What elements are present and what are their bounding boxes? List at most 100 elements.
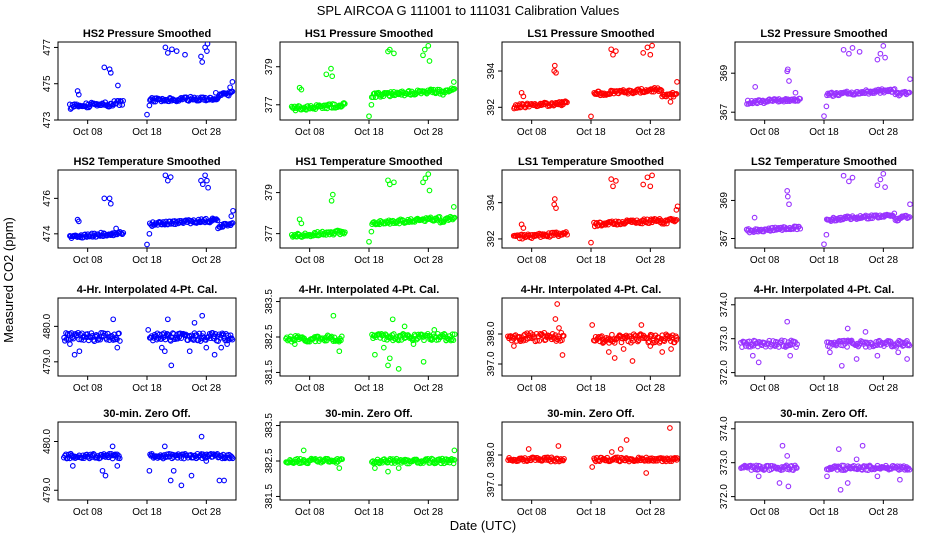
data-point	[425, 171, 432, 177]
data-point	[372, 351, 378, 358]
data-point	[823, 231, 830, 238]
data-point	[880, 170, 887, 177]
panel-title: 30-min. Zero Off.	[780, 408, 867, 420]
data-point	[613, 178, 619, 184]
data-point	[84, 104, 90, 111]
y-tick-label: 397.0	[486, 351, 497, 376]
data-point	[551, 196, 558, 202]
x-tick-label: Oct 18	[809, 127, 839, 138]
data-point	[229, 79, 236, 85]
data-point	[219, 330, 226, 337]
data-point	[329, 191, 336, 198]
y-tick-label: 397.0	[486, 472, 497, 497]
data-point	[102, 472, 109, 479]
y-tick-label: 474	[42, 225, 53, 242]
y-tick-label: 392	[486, 99, 497, 116]
y-tick-label: 383.5	[264, 289, 275, 314]
panel-title: HS1 Pressure Smoothed	[305, 28, 433, 40]
panel-title: LS2 Temperature Smoothed	[751, 156, 897, 168]
data-point	[674, 79, 680, 85]
data-point	[441, 331, 448, 337]
data-point	[389, 92, 396, 98]
data-point	[64, 455, 71, 461]
data-point	[186, 348, 193, 355]
y-tick-label: 475	[42, 75, 53, 92]
data-point	[203, 344, 210, 351]
data-point	[158, 344, 165, 351]
x-tick-label: Oct 08	[73, 127, 103, 138]
data-point	[547, 101, 554, 107]
x-tick-label: Oct 08	[295, 255, 325, 266]
data-point	[600, 340, 606, 346]
data-point	[218, 344, 225, 351]
x-tick-label: Oct 18	[132, 255, 162, 266]
x-tick-label: Oct 28	[636, 507, 666, 518]
data-point	[749, 352, 756, 359]
data-point	[291, 341, 298, 347]
data-point	[116, 330, 122, 337]
data-points	[288, 42, 458, 120]
y-tick-label: 374.0	[719, 416, 730, 441]
x-tick-label: Oct 28	[192, 383, 222, 394]
x-tick-label: Oct 08	[750, 507, 780, 518]
data-point	[229, 455, 236, 462]
x-tick-label: Oct 28	[869, 127, 899, 138]
y-tick-label: 369	[719, 192, 730, 209]
data-point	[221, 477, 227, 484]
data-point	[904, 356, 910, 362]
data-point	[673, 337, 680, 343]
y-tick-label: 367	[719, 230, 730, 247]
data-point	[211, 351, 218, 358]
panel-4-2: 30-min. Zero Off. Oct 08 Oct 18 Oct 28 381.5…	[264, 408, 459, 518]
x-tick-label: Oct 28	[636, 127, 666, 138]
y-tick-label: 382.5	[264, 324, 275, 349]
data-point	[422, 457, 428, 463]
data-point	[119, 231, 126, 238]
x-tick-label: Oct 18	[809, 383, 839, 394]
data-point	[110, 316, 117, 323]
data-point	[95, 337, 101, 343]
data-point	[516, 337, 523, 343]
data-point	[300, 447, 307, 454]
data-point	[835, 446, 842, 452]
data-point	[846, 178, 852, 185]
data-point	[776, 480, 783, 486]
data-point	[555, 443, 562, 449]
data-point	[882, 54, 888, 61]
data-point	[561, 455, 567, 462]
data-point	[516, 101, 523, 107]
x-tick-label: Oct 18	[132, 507, 162, 518]
y-tick-label: 398.0	[486, 442, 497, 467]
panel-frame	[57, 421, 237, 501]
data-point	[199, 59, 206, 65]
data-point	[420, 52, 426, 59]
data-point	[673, 91, 680, 97]
data-point	[608, 46, 615, 53]
data-point	[450, 460, 457, 467]
y-tick-label: 476	[42, 190, 53, 207]
data-point	[785, 483, 792, 490]
x-tick-label: Oct 28	[869, 383, 899, 394]
data-point	[786, 201, 792, 208]
data-point	[391, 179, 397, 186]
data-point	[451, 214, 458, 221]
panel-1-4: LS2 Pressure Smoothed Oct 08 Oct 18 Oct 28 3…	[719, 28, 914, 138]
data-point	[67, 341, 73, 347]
data-point	[559, 352, 566, 358]
figure-title: SPL AIRCOA G 111001 to 111031 Calibratio…	[317, 3, 620, 18]
data-points	[738, 318, 913, 369]
data-point	[563, 229, 569, 235]
data-point	[368, 101, 375, 108]
data-point	[214, 217, 221, 224]
data-point	[212, 89, 219, 96]
data-point	[895, 349, 902, 356]
data-point	[204, 177, 210, 184]
data-point	[168, 362, 175, 369]
data-point	[897, 476, 903, 483]
data-point	[797, 95, 803, 102]
data-point	[146, 230, 153, 237]
x-tick-label: Oct 18	[576, 507, 606, 518]
data-point	[785, 339, 792, 345]
data-point	[598, 333, 605, 339]
y-tick-label: 373.0	[719, 326, 730, 351]
